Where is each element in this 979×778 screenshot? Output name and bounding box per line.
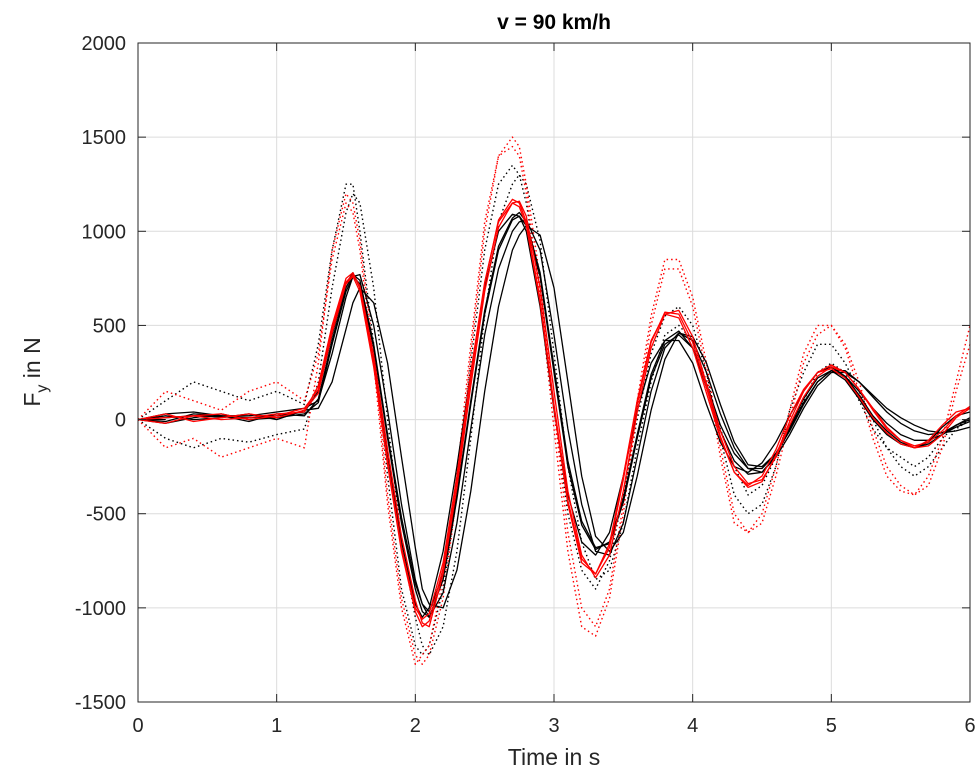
x-tick-label: 3 bbox=[548, 715, 559, 737]
y-axis-label-sub: y bbox=[34, 385, 51, 393]
y-tick-label: 0 bbox=[115, 410, 126, 432]
x-axis-ticks: 0 1 2 3 4 5 6 bbox=[132, 43, 976, 737]
solid-black-series-line bbox=[137, 224, 971, 609]
series-layer bbox=[137, 136, 971, 665]
solid-red-series-line bbox=[137, 198, 971, 628]
y-tick-label: 500 bbox=[93, 315, 126, 337]
solid-red-series-line bbox=[137, 202, 971, 620]
x-tick-label: 2 bbox=[410, 715, 421, 737]
y-tick-label: -1500 bbox=[75, 692, 126, 714]
x-tick-label: 5 bbox=[826, 715, 837, 737]
x-tick-label: 4 bbox=[687, 715, 698, 737]
y-axis-label-rest: in N bbox=[19, 337, 45, 384]
y-tick-label: 1000 bbox=[82, 221, 127, 243]
y-axis-ticks: -1500 -1000 -500 0 500 1000 1500 2000 bbox=[75, 33, 970, 714]
y-tick-label: -500 bbox=[86, 504, 126, 526]
solid-red-series-line bbox=[137, 200, 971, 628]
x-axis-label: Time in s bbox=[508, 744, 600, 770]
y-tick-label: -1000 bbox=[75, 598, 126, 620]
y-tick-label: 1500 bbox=[82, 127, 127, 149]
y-tick-label: 2000 bbox=[82, 33, 127, 55]
chart-title: v = 90 km/h bbox=[497, 11, 611, 34]
x-tick-label: 1 bbox=[271, 715, 282, 737]
solid-black-series-line bbox=[137, 215, 971, 618]
y-axis-label-main: F bbox=[19, 393, 45, 407]
y-axis-label: Fy in N bbox=[19, 337, 51, 406]
dotted-black-series-line bbox=[137, 164, 971, 656]
solid-black-series-line bbox=[137, 219, 971, 618]
x-tick-label: 0 bbox=[132, 715, 143, 737]
x-tick-label: 6 bbox=[964, 715, 975, 737]
